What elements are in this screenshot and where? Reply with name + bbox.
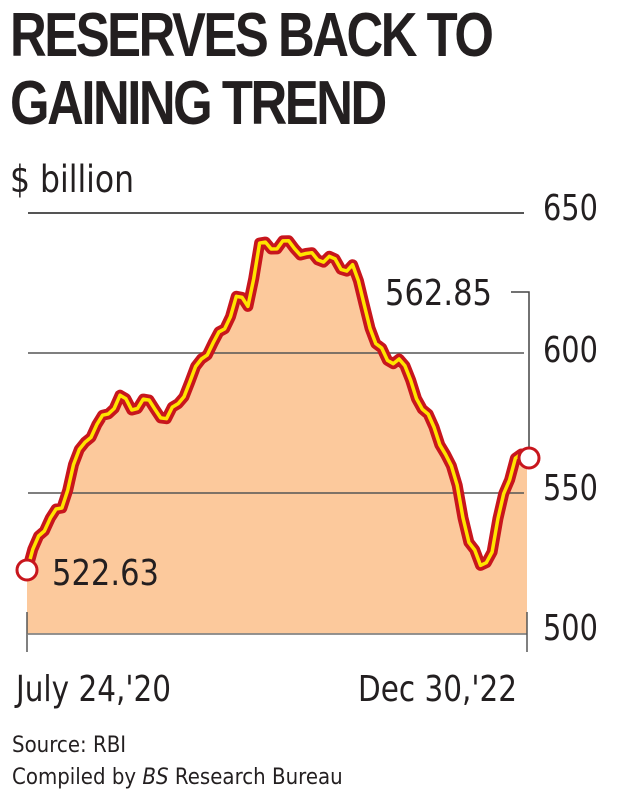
chart-plot: 522.63 562.85 650 600 550 500 July 24,'2… (14, 187, 598, 710)
y-tick-650: 650 (543, 187, 598, 229)
title-line-2: GAINING TREND (10, 69, 387, 138)
end-marker (517, 446, 541, 470)
area-fill (27, 240, 527, 634)
compiled-line: Compiled by BS Research Bureau (12, 762, 343, 794)
compiled-brand: BS (142, 765, 169, 790)
chart-title: RESERVES BACK TO GAINING TREND (10, 1, 494, 138)
title-line-1: RESERVES BACK TO (10, 1, 494, 70)
x-tick-label-end: Dec 30,'22 (358, 667, 517, 710)
compiled-prefix: Compiled by (12, 765, 137, 790)
y-tick-600: 600 (543, 329, 598, 371)
y-tick-550: 550 (543, 467, 598, 509)
source-note: Source: RBI Compiled by BS Research Bure… (12, 730, 343, 794)
series-line-inner (25, 238, 529, 573)
annotation-start-value: 522.63 (52, 552, 159, 594)
compiled-suffix: Research Bureau (174, 765, 343, 790)
unit-label: $ billion (10, 158, 135, 201)
start-marker (15, 558, 39, 582)
annotation-end-value: 562.85 (385, 272, 492, 314)
y-tick-500: 500 (543, 607, 598, 649)
annotation-leader-end (511, 291, 530, 447)
x-tick-label-start: July 24,'20 (14, 667, 171, 710)
source-line: Source: RBI (12, 733, 127, 758)
